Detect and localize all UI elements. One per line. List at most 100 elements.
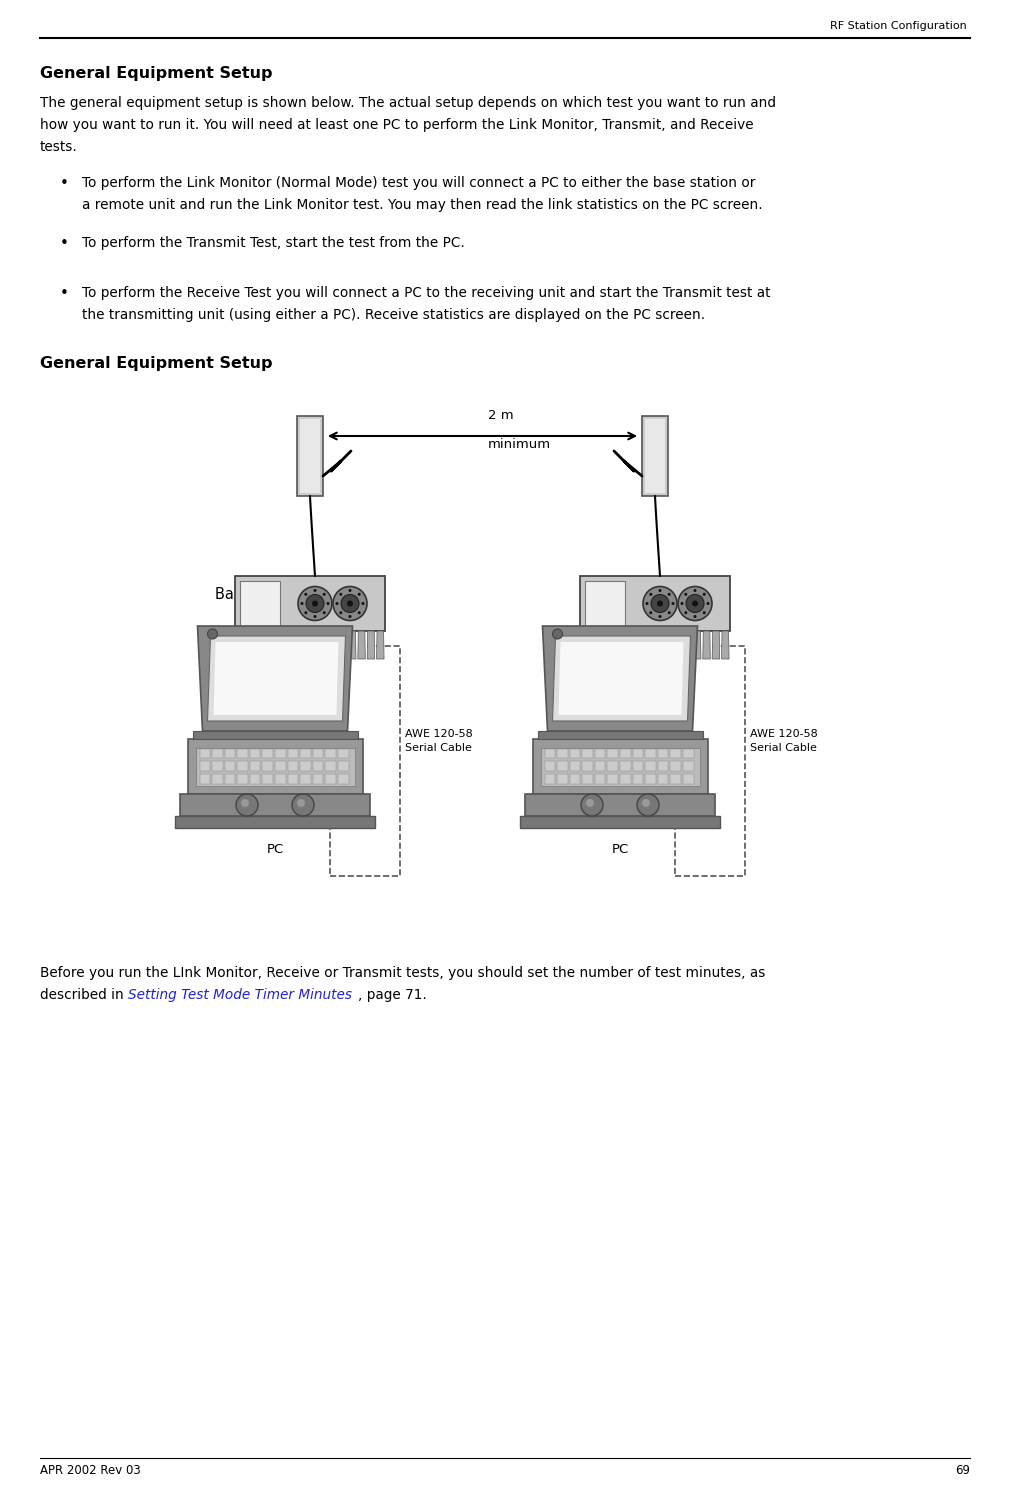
Text: The general equipment setup is shown below. The actual setup depends on which te: The general equipment setup is shown bel… bbox=[40, 96, 776, 111]
Bar bbox=[595, 761, 606, 770]
Bar bbox=[557, 748, 567, 758]
Text: •: • bbox=[60, 286, 69, 301]
Circle shape bbox=[323, 592, 326, 595]
Bar bbox=[325, 748, 336, 758]
Polygon shape bbox=[666, 631, 673, 660]
Polygon shape bbox=[214, 642, 338, 715]
Circle shape bbox=[335, 601, 338, 604]
Text: Remote Unit: Remote Unit bbox=[580, 586, 671, 601]
Bar bbox=[200, 773, 210, 784]
Circle shape bbox=[651, 594, 669, 612]
Text: RF Station Configuration: RF Station Configuration bbox=[831, 21, 967, 31]
Bar bbox=[557, 761, 567, 770]
Bar bbox=[212, 761, 223, 770]
Circle shape bbox=[348, 589, 352, 592]
Text: Setting Test Mode Timer Minutes: Setting Test Mode Timer Minutes bbox=[128, 987, 352, 1002]
Bar bbox=[275, 773, 286, 784]
Bar bbox=[632, 761, 643, 770]
Circle shape bbox=[649, 612, 652, 615]
Text: General Equipment Setup: General Equipment Setup bbox=[40, 356, 272, 371]
Bar bbox=[545, 773, 555, 784]
Bar bbox=[325, 761, 336, 770]
Bar bbox=[180, 794, 370, 815]
Bar bbox=[620, 773, 630, 784]
Bar bbox=[620, 748, 630, 758]
Polygon shape bbox=[684, 631, 692, 660]
Polygon shape bbox=[712, 631, 719, 660]
Bar bbox=[620, 761, 630, 770]
Circle shape bbox=[685, 612, 687, 615]
Bar bbox=[608, 773, 618, 784]
Polygon shape bbox=[283, 631, 291, 660]
Text: minimum: minimum bbox=[487, 438, 551, 450]
Polygon shape bbox=[320, 631, 328, 660]
Bar bbox=[595, 773, 606, 784]
Polygon shape bbox=[311, 631, 318, 660]
Circle shape bbox=[703, 592, 706, 595]
Circle shape bbox=[362, 601, 365, 604]
Circle shape bbox=[694, 615, 697, 618]
Text: 2 m: 2 m bbox=[487, 408, 514, 422]
Polygon shape bbox=[619, 631, 626, 660]
Bar bbox=[325, 773, 336, 784]
Polygon shape bbox=[292, 631, 300, 660]
Polygon shape bbox=[339, 631, 346, 660]
Text: To perform the Receive Test you will connect a PC to the receiving unit and star: To perform the Receive Test you will con… bbox=[82, 286, 771, 301]
Circle shape bbox=[326, 601, 329, 604]
Circle shape bbox=[681, 601, 684, 604]
Bar bbox=[632, 773, 643, 784]
Circle shape bbox=[339, 592, 342, 595]
Polygon shape bbox=[254, 631, 262, 660]
Bar bbox=[525, 794, 715, 815]
Circle shape bbox=[347, 600, 353, 606]
Bar bbox=[671, 761, 681, 770]
Bar bbox=[297, 416, 323, 497]
Polygon shape bbox=[552, 636, 691, 721]
Circle shape bbox=[306, 594, 324, 612]
Bar bbox=[313, 773, 323, 784]
Circle shape bbox=[642, 799, 650, 806]
Bar bbox=[288, 761, 298, 770]
Circle shape bbox=[312, 600, 318, 606]
Bar bbox=[533, 739, 707, 794]
Bar bbox=[569, 773, 580, 784]
Circle shape bbox=[304, 592, 307, 595]
Bar bbox=[608, 748, 618, 758]
Circle shape bbox=[236, 794, 258, 815]
Bar bbox=[338, 773, 348, 784]
Polygon shape bbox=[358, 631, 366, 660]
Bar bbox=[187, 739, 363, 794]
Bar bbox=[262, 773, 272, 784]
Bar bbox=[569, 761, 580, 770]
Text: AWE 120-58
Serial Cable: AWE 120-58 Serial Cable bbox=[750, 730, 817, 752]
Bar bbox=[235, 576, 385, 631]
Circle shape bbox=[341, 594, 359, 612]
Text: the transmitting unit (using either a PC). Receive statistics are displayed on t: the transmitting unit (using either a PC… bbox=[82, 308, 705, 322]
Bar bbox=[595, 748, 606, 758]
Circle shape bbox=[358, 612, 361, 615]
Text: a remote unit and run the Link Monitor test. You may then read the link statisti: a remote unit and run the Link Monitor t… bbox=[82, 197, 763, 212]
Bar bbox=[582, 748, 593, 758]
Bar bbox=[632, 748, 643, 758]
Bar bbox=[300, 773, 311, 784]
Circle shape bbox=[339, 612, 342, 615]
Circle shape bbox=[685, 592, 687, 595]
Circle shape bbox=[304, 612, 307, 615]
Polygon shape bbox=[580, 631, 589, 660]
Bar bbox=[545, 748, 555, 758]
Polygon shape bbox=[208, 636, 345, 721]
Circle shape bbox=[703, 612, 706, 615]
Bar bbox=[683, 748, 694, 758]
Text: To perform the Link Monitor (Normal Mode) test you will connect a PC to either t: To perform the Link Monitor (Normal Mode… bbox=[82, 177, 756, 190]
Circle shape bbox=[323, 612, 326, 615]
Text: COM
Port: COM Port bbox=[299, 805, 325, 827]
Polygon shape bbox=[721, 631, 729, 660]
Polygon shape bbox=[236, 631, 243, 660]
Circle shape bbox=[672, 601, 675, 604]
Bar bbox=[585, 580, 625, 625]
Bar bbox=[657, 773, 669, 784]
Polygon shape bbox=[703, 631, 710, 660]
Circle shape bbox=[658, 615, 661, 618]
Bar bbox=[569, 748, 580, 758]
Bar bbox=[538, 732, 702, 739]
